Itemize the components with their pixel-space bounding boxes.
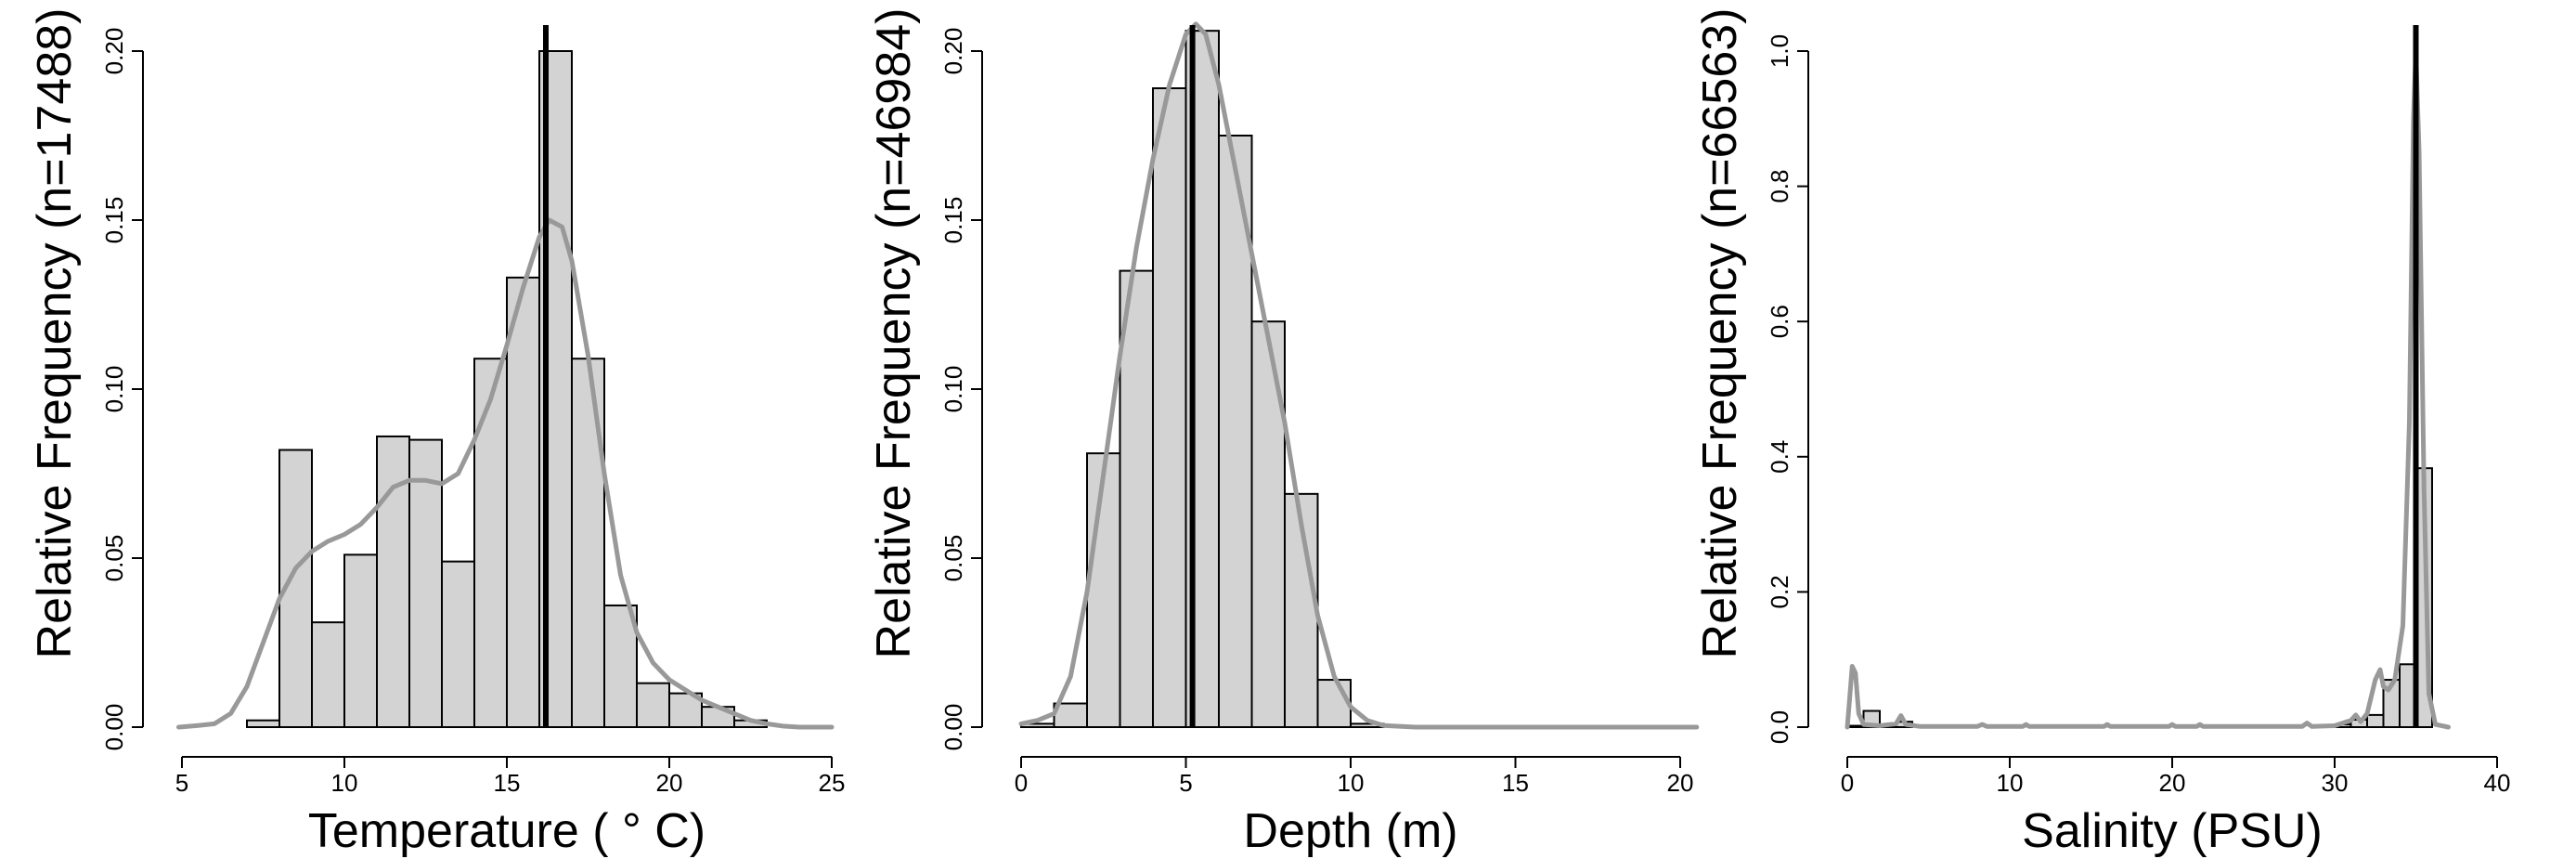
x-tick-label: 40	[2484, 769, 2511, 797]
histogram-bar	[2366, 713, 2385, 728]
histogram-bar	[1316, 679, 1352, 728]
histogram-bar	[473, 358, 508, 728]
y-tick-label: 0.2	[1766, 575, 1793, 608]
histogram-bar	[246, 719, 280, 728]
y-tick-label: 0.20	[939, 28, 967, 75]
x-tick-label: 20	[1667, 769, 1694, 797]
x-tick-label: 10	[1338, 769, 1365, 797]
x-axis-title: Salinity (PSU)	[2022, 804, 2323, 858]
y-tick-label: 0.20	[100, 28, 128, 75]
histogram-bar	[506, 276, 540, 728]
density-curve	[1018, 21, 1700, 730]
histogram-panel-1: 5 10 15 20 25 Temperature ( ° C) 0.00 0.05 0.10 0…	[28, 8, 845, 858]
x-tick-label: 15	[1502, 769, 1529, 797]
y-tick-label: 0.10	[100, 366, 128, 413]
x-tick-label: 10	[1997, 769, 2024, 797]
histogram-bar	[1846, 724, 1865, 729]
x-tick-label: 0	[1841, 769, 1854, 797]
histogram-bar	[1086, 452, 1121, 728]
y-tick-label: 0.6	[1766, 305, 1793, 338]
y-tick-label: 0.00	[100, 704, 128, 751]
y-tick-label: 0.0	[1766, 710, 1793, 744]
y-axis-title: Relative Frequency (n=46984)	[867, 8, 921, 659]
histogram-panel-3: 0 10 20 30 40 Salinity (PSU) 0.0 0.2 0.4 0.6 0.8 1.…	[1693, 8, 2510, 858]
x-tick-label: 20	[656, 769, 683, 797]
x-axis-title: Temperature ( ° C)	[308, 804, 705, 858]
histogram-bar	[408, 438, 443, 728]
histogram-bar	[1250, 320, 1286, 728]
histogram-bar	[1119, 269, 1154, 728]
histogram-bar	[441, 560, 475, 729]
y-tick-label: 0.00	[939, 704, 967, 751]
y-tick-label: 0.8	[1766, 170, 1793, 203]
y-axis-title: Relative Frequency (n=66563)	[1693, 8, 1747, 659]
y-tick-label: 0.05	[939, 535, 967, 582]
x-tick-label: 15	[494, 769, 521, 797]
x-axis-title: Depth (m)	[1243, 804, 1457, 858]
y-tick-label: 0.15	[100, 197, 128, 244]
histogram-bar	[571, 358, 605, 728]
histogram-panel-2: 0 5 10 15 20 Depth (m) 0.00 0.05 0.10 0.15 0.20 Rel…	[867, 8, 1700, 858]
histogram-bar	[343, 553, 378, 728]
y-axis-title: Relative Frequency (n=17488)	[28, 8, 82, 659]
x-tick-label: 0	[1015, 769, 1028, 797]
histogram-bar	[1152, 87, 1187, 729]
y-tick-label: 0.05	[100, 535, 128, 582]
histogram-bar	[636, 682, 670, 728]
x-tick-label: 20	[2159, 769, 2186, 797]
y-tick-label: 0.15	[939, 197, 967, 244]
x-tick-label: 25	[819, 769, 846, 797]
x-tick-label: 5	[175, 769, 188, 797]
y-tick-label: 0.10	[939, 366, 967, 413]
x-tick-label: 5	[1179, 769, 1192, 797]
density-curve	[1845, 48, 2451, 730]
histogram-bar	[311, 621, 345, 728]
y-tick-label: 1.0	[1766, 34, 1793, 68]
x-tick-label: 30	[2322, 769, 2349, 797]
density-curve	[176, 217, 835, 730]
x-tick-label: 10	[331, 769, 358, 797]
y-tick-label: 0.4	[1766, 440, 1793, 474]
histogram-bar	[603, 604, 638, 729]
